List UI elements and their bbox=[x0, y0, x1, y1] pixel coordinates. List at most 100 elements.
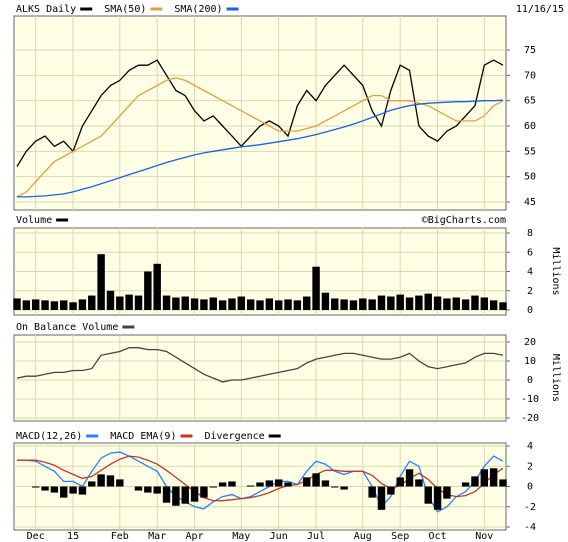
y-tick-label: -20 bbox=[521, 413, 539, 424]
bar bbox=[181, 296, 189, 310]
legend-swatch bbox=[122, 325, 135, 329]
bar bbox=[377, 486, 386, 510]
bar bbox=[41, 300, 49, 310]
legend-swatch bbox=[180, 434, 193, 438]
legend-swatch bbox=[80, 7, 93, 11]
bar bbox=[489, 468, 498, 487]
bar bbox=[284, 482, 292, 487]
y-tick-label: 55 bbox=[524, 146, 536, 157]
legend-label: SMA(50) bbox=[104, 4, 146, 15]
y-tick-label: 20 bbox=[524, 337, 536, 348]
bar bbox=[218, 300, 227, 310]
bar bbox=[461, 482, 470, 487]
legend-swatch bbox=[56, 218, 69, 222]
series-line bbox=[16, 59, 504, 167]
y-tick-label: 75 bbox=[524, 45, 536, 56]
bar bbox=[321, 480, 330, 487]
series-line bbox=[17, 451, 504, 513]
x-tick-label: Jul bbox=[307, 531, 325, 542]
bar bbox=[106, 475, 115, 487]
bar bbox=[125, 294, 133, 310]
bar bbox=[321, 292, 330, 310]
bar bbox=[499, 479, 507, 487]
bar bbox=[237, 296, 246, 310]
bar bbox=[274, 479, 283, 487]
bar bbox=[97, 474, 105, 487]
y-tick-label: 0 bbox=[527, 375, 533, 386]
panel-frame bbox=[13, 15, 507, 211]
panel-frame bbox=[13, 334, 507, 422]
bar bbox=[452, 297, 460, 310]
bar bbox=[433, 486, 442, 510]
bar bbox=[368, 486, 376, 498]
bar bbox=[60, 486, 68, 498]
y-tick-label: 65 bbox=[524, 96, 536, 107]
y-tick-label: -2 bbox=[524, 502, 536, 513]
bar bbox=[69, 302, 77, 310]
bar bbox=[471, 295, 479, 310]
bar bbox=[209, 297, 217, 310]
bar bbox=[331, 298, 339, 310]
legend-swatch bbox=[86, 434, 99, 438]
date-label: 11/16/15 bbox=[516, 4, 564, 15]
bar bbox=[13, 298, 21, 310]
bar bbox=[162, 486, 171, 503]
legend-swatch bbox=[268, 434, 281, 438]
bar bbox=[424, 486, 432, 504]
legend-label: ALKS Daily bbox=[16, 4, 76, 15]
bar bbox=[218, 482, 227, 487]
bar bbox=[78, 486, 87, 495]
bar bbox=[405, 469, 414, 487]
bar bbox=[246, 485, 255, 487]
bar bbox=[88, 295, 96, 310]
bar bbox=[153, 486, 161, 494]
x-tick-label: Dec bbox=[27, 531, 45, 542]
bar bbox=[41, 486, 49, 491]
bar bbox=[116, 296, 124, 310]
bar bbox=[88, 481, 96, 487]
series-line bbox=[17, 455, 504, 502]
legend-label: Volume bbox=[16, 215, 52, 226]
bar bbox=[387, 296, 395, 310]
bar bbox=[415, 295, 423, 310]
y-tick-label: 2 bbox=[527, 461, 533, 472]
legend-label: MACD(12,26) bbox=[16, 431, 82, 442]
bar bbox=[396, 477, 404, 487]
bar bbox=[396, 294, 404, 310]
bar bbox=[340, 486, 348, 490]
legend-label: MACD EMA(9) bbox=[110, 431, 176, 442]
bar bbox=[405, 297, 414, 310]
bar bbox=[387, 486, 395, 495]
y-tick-label: 0 bbox=[527, 305, 533, 316]
bar bbox=[116, 479, 124, 487]
bar bbox=[22, 300, 31, 310]
x-tick-label: Sep bbox=[391, 531, 409, 542]
legend-label: Divergence bbox=[204, 431, 264, 442]
bar bbox=[256, 482, 264, 487]
bar bbox=[144, 486, 152, 493]
bar bbox=[377, 295, 386, 310]
y-axis-label: Millions bbox=[550, 247, 561, 295]
bar bbox=[209, 486, 217, 488]
bar bbox=[424, 293, 432, 310]
bar bbox=[265, 480, 274, 487]
legend-label: On Balance Volume bbox=[16, 322, 118, 333]
bar bbox=[134, 486, 143, 491]
bar bbox=[190, 298, 199, 310]
bar bbox=[471, 476, 479, 487]
bar bbox=[50, 486, 59, 493]
y-tick-label: 6 bbox=[527, 247, 533, 258]
bar bbox=[162, 295, 171, 310]
bar bbox=[106, 290, 115, 310]
bar bbox=[256, 300, 264, 310]
x-tick-label: Oct bbox=[429, 531, 447, 542]
bar bbox=[349, 300, 358, 310]
y-tick-label: 4 bbox=[527, 267, 533, 278]
bar bbox=[144, 271, 152, 310]
bar bbox=[97, 254, 105, 310]
bar bbox=[153, 263, 161, 310]
y-tick-label: 70 bbox=[524, 70, 536, 81]
y-tick-label: 50 bbox=[524, 172, 536, 183]
credit: ©BigCharts.com bbox=[422, 215, 506, 226]
